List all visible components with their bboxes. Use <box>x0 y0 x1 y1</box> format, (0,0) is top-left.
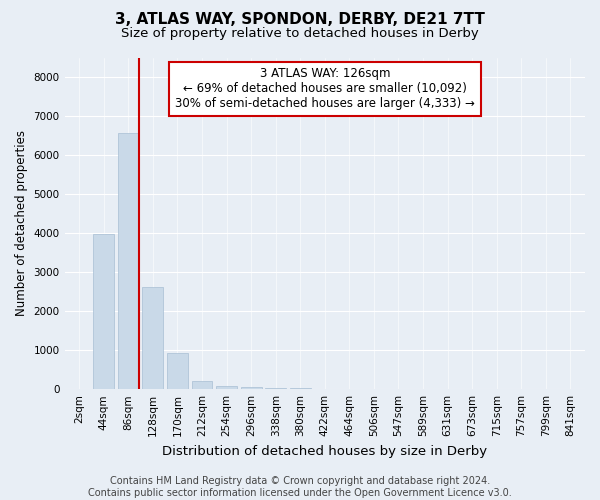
Y-axis label: Number of detached properties: Number of detached properties <box>15 130 28 316</box>
Bar <box>290 388 311 389</box>
Bar <box>191 382 212 389</box>
Text: 3, ATLAS WAY, SPONDON, DERBY, DE21 7TT: 3, ATLAS WAY, SPONDON, DERBY, DE21 7TT <box>115 12 485 28</box>
Text: Contains HM Land Registry data © Crown copyright and database right 2024.
Contai: Contains HM Land Registry data © Crown c… <box>88 476 512 498</box>
Bar <box>265 388 286 389</box>
Text: Size of property relative to detached houses in Derby: Size of property relative to detached ho… <box>121 28 479 40</box>
Bar <box>167 352 188 389</box>
Bar <box>118 133 139 389</box>
Bar <box>241 387 262 389</box>
Bar <box>216 386 237 389</box>
Text: 3 ATLAS WAY: 126sqm
← 69% of detached houses are smaller (10,092)
30% of semi-de: 3 ATLAS WAY: 126sqm ← 69% of detached ho… <box>175 68 475 110</box>
X-axis label: Distribution of detached houses by size in Derby: Distribution of detached houses by size … <box>162 444 487 458</box>
Bar <box>94 234 114 389</box>
Bar <box>142 287 163 389</box>
